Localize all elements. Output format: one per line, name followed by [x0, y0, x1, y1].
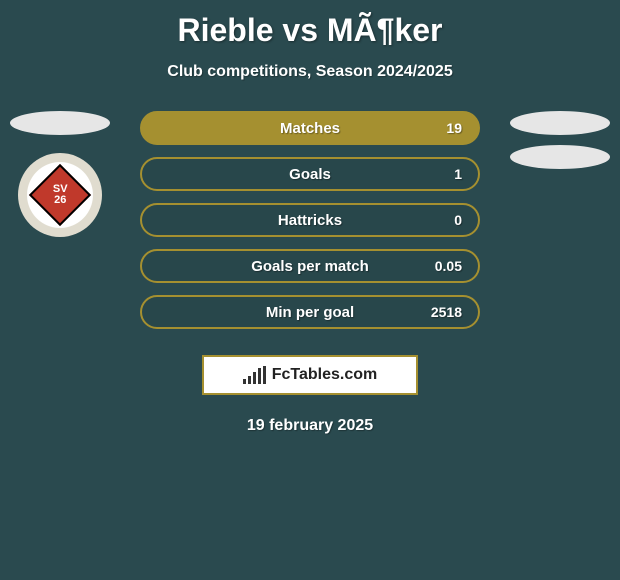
- stat-value: 0.05: [435, 258, 462, 274]
- right-player-column: [510, 111, 610, 169]
- main-layout: SV26 Matches 19 Goals 1 Hattricks 0 Goals per …: [0, 111, 620, 395]
- stat-value: 19: [446, 120, 462, 136]
- player-placeholder-ellipse: [510, 111, 610, 135]
- stats-column: Matches 19 Goals 1 Hattricks 0 Goals per match…: [110, 111, 510, 395]
- stat-label: Goals per match: [251, 258, 369, 275]
- fctables-logo: FcTables.com: [202, 355, 418, 395]
- stat-value: 2518: [431, 304, 462, 320]
- club-badge-text: SV26: [53, 184, 68, 206]
- stat-bar: Goals 1: [140, 157, 480, 191]
- bar-chart-icon: [243, 366, 266, 384]
- left-player-column: SV26: [10, 111, 110, 237]
- page-title: Rieble vs MÃ¶ker: [0, 0, 620, 49]
- stat-value: 0: [454, 212, 462, 228]
- stat-label: Hattricks: [278, 212, 342, 229]
- stat-bar: Min per goal 2518: [140, 295, 480, 329]
- club-badge: SV26: [18, 153, 102, 237]
- stat-value: 1: [454, 166, 462, 182]
- player-placeholder-ellipse: [10, 111, 110, 135]
- club-badge-diamond: SV26: [29, 164, 91, 226]
- stat-bar: Goals per match 0.05: [140, 249, 480, 283]
- stat-label: Min per goal: [266, 304, 354, 321]
- subtitle: Club competitions, Season 2024/2025: [0, 63, 620, 81]
- date-text: 19 february 2025: [0, 417, 620, 435]
- stat-bar: Matches 19: [140, 111, 480, 145]
- stat-label: Goals: [289, 166, 331, 183]
- logo-text: FcTables.com: [272, 366, 378, 384]
- stat-bar: Hattricks 0: [140, 203, 480, 237]
- player-placeholder-ellipse: [510, 145, 610, 169]
- stat-label: Matches: [280, 120, 340, 137]
